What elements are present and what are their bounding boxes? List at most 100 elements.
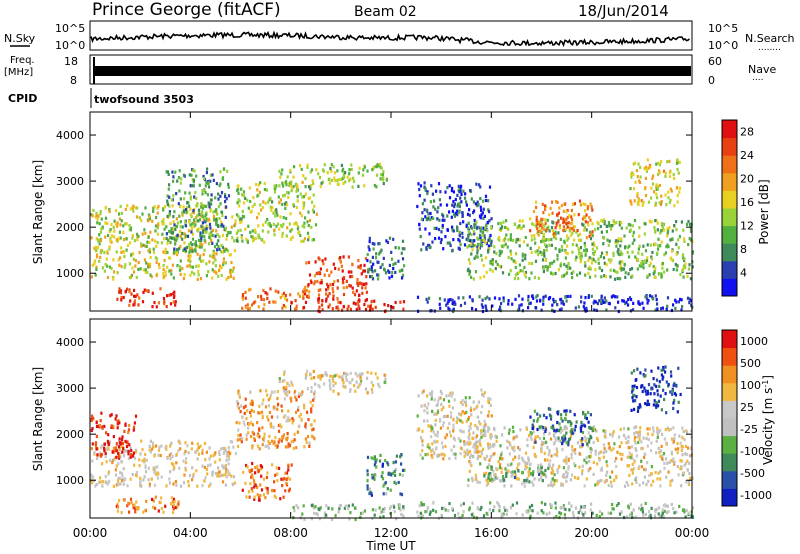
echo-cell: [323, 273, 326, 277]
echo-cell: [176, 221, 179, 225]
echo-cell: [655, 378, 659, 382]
echo-cell: [393, 480, 396, 484]
echo-cell: [530, 238, 533, 242]
echo-cell: [498, 235, 501, 240]
echo-cell: [370, 491, 373, 495]
echo-cell: [600, 275, 603, 279]
echo-cell: [659, 454, 662, 458]
echo-cell: [303, 194, 306, 199]
echo-cell: [537, 220, 541, 224]
echo-cell: [132, 270, 136, 274]
echo-cell: [686, 452, 689, 457]
echo-cell: [118, 263, 121, 267]
echo-cell: [421, 391, 424, 395]
echo-cell: [273, 494, 276, 498]
echo-cell: [462, 510, 465, 514]
echo-cell: [306, 165, 309, 169]
echo-cell: [125, 444, 129, 449]
echo-cell: [537, 464, 540, 468]
echo-cell: [605, 460, 608, 464]
echo-cell: [227, 450, 230, 454]
echo-cell: [553, 482, 556, 486]
echo-cell: [667, 382, 670, 387]
echo-cell: [158, 445, 161, 449]
echo-cell: [575, 230, 578, 234]
echo-cell: [269, 396, 272, 400]
echo-cell: [91, 427, 94, 431]
echo-cell: [355, 289, 358, 293]
echo-cell: [297, 405, 300, 409]
echo-cell: [676, 200, 679, 204]
echo-cell: [536, 294, 539, 298]
echo-cell: [679, 458, 682, 463]
echo-cell: [282, 372, 286, 376]
echo-cell: [642, 436, 645, 440]
echo-cell: [267, 404, 270, 408]
echo-cell: [183, 241, 186, 245]
nsky-trace: [90, 30, 690, 48]
echo-cell: [561, 419, 564, 423]
echo-cell: [118, 212, 121, 216]
echo-cell: [274, 443, 277, 448]
echo-cell: [131, 266, 134, 270]
echo-cell: [138, 250, 141, 255]
echo-cell: [220, 223, 224, 227]
echo-cell: [622, 433, 626, 437]
echo-cell: [365, 298, 368, 302]
echo-cell: [210, 193, 213, 197]
echo-cell: [336, 286, 339, 290]
echo-cell: [644, 501, 647, 506]
echo-cell: [199, 245, 202, 249]
echo-cell: [484, 297, 487, 301]
echo-cell: [110, 413, 113, 417]
echo-cell: [546, 218, 549, 222]
echo-cell: [91, 414, 94, 418]
echo-cell: [421, 202, 424, 206]
echo-cell: [635, 378, 638, 382]
echo-cell: [122, 447, 125, 451]
echo-cell: [633, 199, 636, 203]
echo-cell: [470, 197, 473, 201]
echo-cell: [648, 514, 651, 518]
echo-cell: [193, 218, 196, 222]
echo-cell: [174, 480, 177, 484]
echo-cell: [97, 214, 100, 218]
echo-cell: [617, 248, 620, 252]
echo-cell: [524, 467, 527, 471]
echo-cell: [210, 202, 213, 206]
echo-cell: [592, 440, 595, 445]
echo-cell: [465, 203, 468, 207]
echo-cell: [661, 223, 665, 227]
echo-cell: [574, 448, 577, 452]
echo-cell: [517, 308, 520, 312]
echo-cell: [231, 269, 234, 273]
echo-cell: [124, 263, 127, 267]
echo-cell: [581, 472, 584, 476]
echo-cell: [517, 270, 520, 275]
echo-cell: [437, 399, 440, 403]
echo-cell: [468, 437, 471, 441]
echo-cell: [289, 229, 292, 233]
echo-cell: [129, 241, 132, 245]
echo-cell: [285, 216, 288, 221]
echo-cell: [199, 231, 202, 235]
echo-cell: [657, 446, 660, 450]
echo-cell: [670, 189, 673, 193]
echo-cell: [682, 266, 685, 270]
echo-cell: [371, 476, 374, 480]
echo-cell: [164, 504, 167, 508]
echo-cell: [596, 438, 600, 442]
velocity-echo-field: [90, 365, 695, 522]
echo-cell: [584, 261, 587, 265]
echo-cell: [371, 242, 374, 246]
echo-cell: [198, 212, 201, 216]
echo-cell: [571, 231, 574, 235]
echo-cell: [366, 376, 369, 380]
echo-cell: [538, 477, 541, 481]
echo-cell: [447, 509, 450, 513]
echo-cell: [573, 428, 576, 432]
echo-cell: [168, 481, 171, 485]
echo-cell: [106, 251, 109, 255]
echo-cell: [669, 187, 672, 191]
echo-cell: [625, 441, 628, 445]
